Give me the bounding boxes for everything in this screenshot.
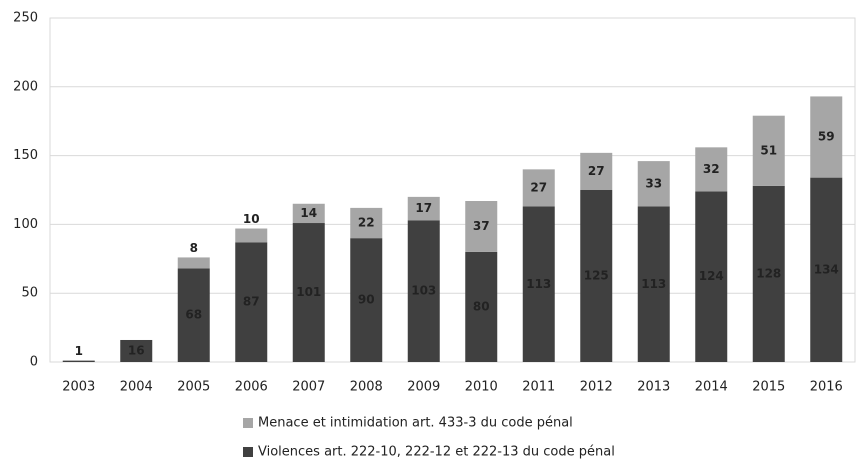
bar-segment	[695, 191, 728, 362]
legend-label: Menace et intimidation art. 433-3 du cod…	[258, 416, 573, 431]
bar-segment	[235, 242, 268, 362]
bar-segment	[637, 206, 670, 362]
bar-segment	[522, 206, 555, 362]
x-tick-label: 2007	[292, 380, 325, 395]
legend-swatch	[243, 418, 253, 428]
y-tick-label: 50	[21, 286, 38, 301]
data-label: 16	[128, 343, 145, 357]
bar-segment	[350, 238, 383, 362]
bar-segment	[177, 257, 210, 269]
bar-segment	[407, 220, 440, 362]
data-label: 51	[760, 143, 777, 157]
data-label: 8	[190, 241, 198, 255]
bar-segment	[407, 196, 440, 221]
bar-segment	[292, 203, 325, 224]
bar-segment	[752, 185, 785, 362]
data-label: 68	[185, 308, 202, 322]
bar-segment	[235, 228, 268, 243]
data-label: 113	[641, 277, 666, 291]
plot-frame	[49, 17, 856, 363]
data-label: 87	[243, 295, 260, 309]
x-tick-label: 2012	[580, 380, 613, 395]
data-label: 59	[818, 130, 835, 144]
bar-segment	[695, 147, 728, 192]
data-label: 33	[645, 176, 662, 190]
bar-segment	[580, 152, 613, 190]
bar-segment	[350, 207, 383, 239]
bar-segment	[177, 268, 210, 362]
data-label: 134	[814, 262, 839, 276]
data-label: 128	[756, 266, 781, 280]
y-tick-label: 250	[13, 11, 38, 26]
data-label: 17	[415, 201, 432, 215]
x-tick-label: 2011	[522, 380, 555, 395]
data-label: 32	[703, 162, 720, 176]
data-label: 22	[358, 216, 375, 230]
y-tick-label: 100	[13, 217, 38, 232]
data-label: 90	[358, 293, 375, 307]
bar-segment	[465, 201, 498, 252]
x-tick-label: 2016	[810, 380, 843, 395]
legend-label: Violences art. 222-10, 222-12 et 222-13 …	[258, 445, 615, 460]
x-tick-label: 2013	[637, 380, 670, 395]
bar-segment	[120, 339, 153, 362]
bar-segment	[522, 169, 555, 207]
bar-segment	[752, 115, 785, 186]
x-tick-label: 2006	[235, 380, 268, 395]
legend-swatch	[243, 447, 253, 457]
data-label: 14	[300, 206, 317, 220]
data-label: 1	[75, 344, 83, 358]
y-tick-label: 150	[13, 148, 38, 163]
data-label: 125	[584, 269, 609, 283]
data-label: 103	[411, 284, 436, 298]
bar-segment	[62, 360, 95, 362]
bar-segment	[580, 190, 613, 362]
x-tick-label: 2010	[465, 380, 498, 395]
data-label: 101	[296, 285, 321, 299]
y-tick-label: 200	[13, 79, 38, 94]
x-tick-label: 2014	[695, 380, 728, 395]
bar-segment	[465, 251, 498, 362]
data-label: 80	[473, 299, 490, 313]
data-label: 27	[588, 164, 605, 178]
data-label: 10	[243, 212, 260, 226]
x-tick-label: 2015	[752, 380, 785, 395]
x-tick-label: 2008	[350, 380, 383, 395]
x-tick-label: 2003	[62, 380, 95, 395]
bar-segment	[292, 223, 325, 362]
data-label: 37	[473, 219, 490, 233]
data-label: 124	[699, 269, 724, 283]
x-tick-label: 2004	[120, 380, 153, 395]
bar-segment	[637, 161, 670, 207]
x-tick-label: 2005	[177, 380, 210, 395]
data-label: 27	[530, 180, 547, 194]
x-tick-label: 2009	[407, 380, 440, 395]
bar-segment	[810, 177, 843, 362]
y-tick-label: 0	[30, 355, 38, 370]
data-label: 113	[526, 277, 551, 291]
bar-segment	[810, 96, 843, 178]
